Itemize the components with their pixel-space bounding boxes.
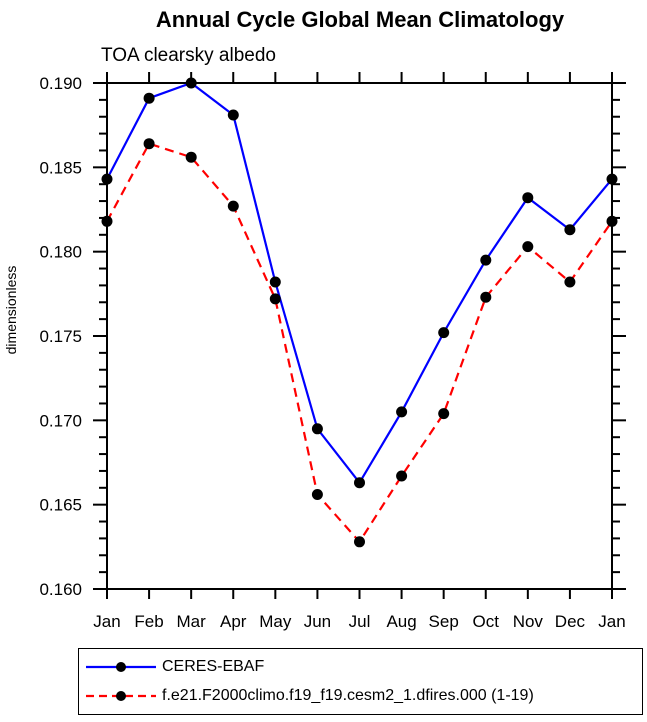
- x-tick-label: May: [259, 612, 292, 631]
- x-axis-ticks: [106, 72, 613, 599]
- data-point-marker: [101, 215, 113, 227]
- x-tick-label: Feb: [134, 612, 163, 631]
- data-point-marker: [522, 192, 534, 204]
- data-point-marker: [396, 406, 408, 418]
- data-point-marker: [269, 276, 281, 288]
- y-tick-label: 0.190: [39, 74, 82, 93]
- x-tick-label: Jun: [304, 612, 331, 631]
- plot-frame: [106, 82, 613, 590]
- data-point-marker: [480, 291, 492, 303]
- chart-title: Annual Cycle Global Mean Climatology: [155, 7, 565, 32]
- legend-item: CERES-EBAF: [83, 655, 642, 679]
- data-point-marker: [438, 408, 450, 420]
- y-tick-label: 0.165: [39, 496, 82, 515]
- data-point-marker: [311, 423, 323, 435]
- x-tick-label: Jul: [349, 612, 371, 631]
- x-tick-label: Mar: [177, 612, 207, 631]
- y-tick-label: 0.175: [39, 327, 82, 346]
- x-tick-label: Jan: [93, 612, 120, 631]
- y-axis-ticks: [93, 82, 626, 590]
- data-point-marker: [143, 92, 155, 104]
- x-tick-label: Aug: [386, 612, 416, 631]
- chart-subtitle: TOA clearsky albedo: [101, 45, 276, 66]
- data-point-marker: [185, 77, 197, 89]
- data-point-marker: [522, 241, 534, 253]
- legend-label: CERES-EBAF: [162, 657, 265, 675]
- x-tick-label: Dec: [555, 612, 586, 631]
- data-point-marker: [396, 470, 408, 482]
- legend-item: f.e21.F2000climo.f19_f19.cesm2_1.dfires.…: [83, 684, 642, 708]
- x-tick-label: Jan: [598, 612, 625, 631]
- data-point-marker: [227, 200, 239, 212]
- data-point-marker: [564, 224, 576, 236]
- y-tick-label: 0.180: [39, 243, 82, 262]
- data-point-marker: [480, 254, 492, 266]
- legend: CERES-EBAF f.e21.F2000climo.f19_f19.cesm…: [78, 648, 643, 715]
- legend-line-sample: [86, 661, 156, 672]
- data-point-marker: [143, 138, 155, 150]
- data-point-marker: [606, 215, 618, 227]
- series-obs: [101, 77, 618, 489]
- data-point-marker: [269, 293, 281, 305]
- legend-line-sample: [86, 691, 156, 702]
- x-tick-label: Nov: [513, 612, 544, 631]
- data-point-marker: [227, 109, 239, 121]
- data-point-marker: [311, 489, 323, 500]
- legend-label: f.e21.F2000climo.f19_f19.cesm2_1.dfires.…: [162, 687, 534, 705]
- data-point-marker: [185, 151, 197, 163]
- data-point-marker: [606, 173, 618, 185]
- series-line: [106, 81, 613, 485]
- y-tick-label: 0.185: [39, 158, 82, 177]
- data-point-marker: [438, 327, 450, 339]
- y-tick-label: 0.170: [39, 411, 82, 430]
- x-tick-label: Apr: [220, 612, 247, 631]
- x-tick-label: Oct: [473, 612, 500, 631]
- y-axis-title: dimensionless: [3, 266, 19, 355]
- data-point-marker: [101, 173, 113, 185]
- series-model: [101, 138, 618, 548]
- data-point-marker: [354, 536, 365, 548]
- data-point-marker: [354, 477, 365, 489]
- x-tick-label: Sep: [429, 612, 459, 631]
- y-tick-label: 0.160: [39, 580, 82, 599]
- data-point-marker: [564, 276, 576, 288]
